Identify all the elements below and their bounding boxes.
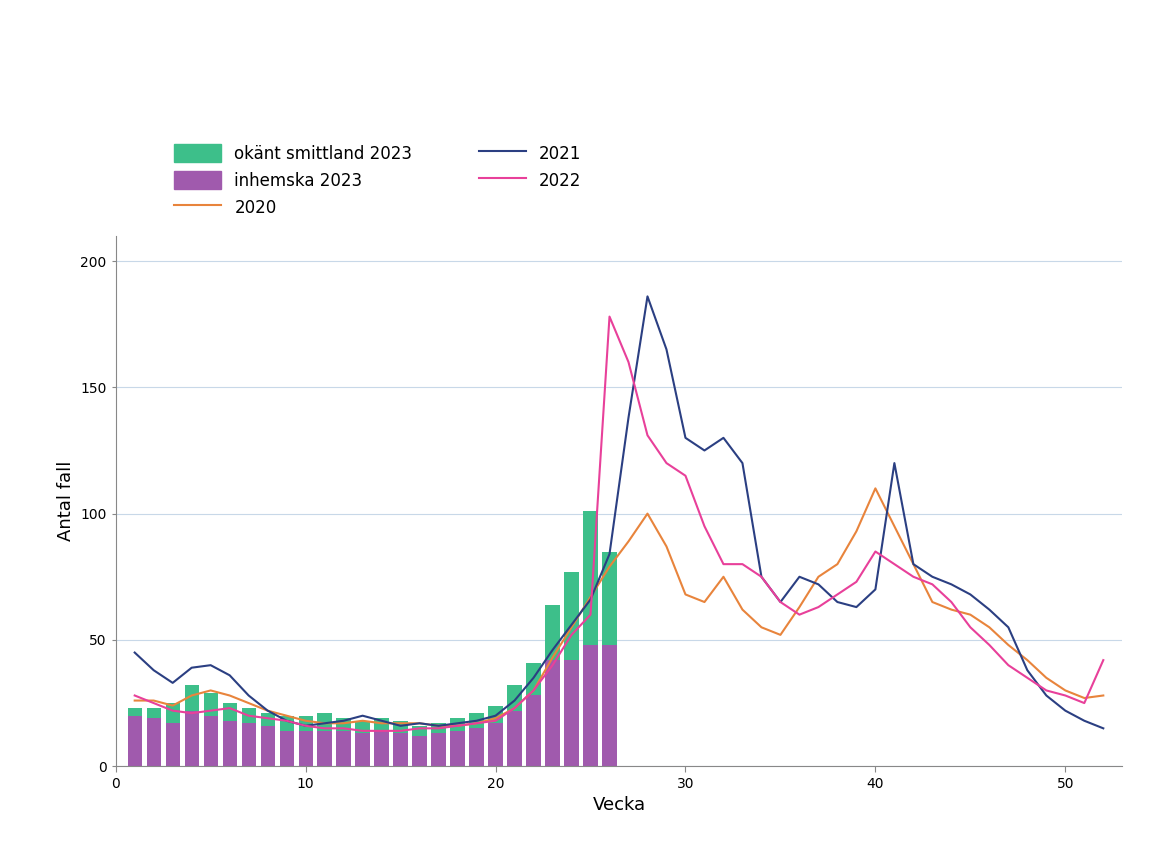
Bar	[222, 703, 237, 721]
Bar	[545, 660, 560, 766]
Bar	[603, 552, 617, 645]
Bar	[412, 736, 427, 766]
Bar	[603, 645, 617, 766]
Bar	[450, 731, 465, 766]
Bar	[127, 708, 142, 716]
Bar	[450, 718, 465, 731]
Bar	[565, 660, 578, 766]
Bar	[147, 708, 161, 718]
Bar	[488, 706, 502, 723]
Bar	[526, 663, 540, 695]
Bar	[260, 713, 274, 726]
Bar	[432, 733, 445, 766]
Bar	[488, 723, 502, 766]
Bar	[375, 718, 389, 731]
Bar	[185, 711, 199, 766]
Bar	[147, 718, 161, 766]
Bar	[185, 685, 199, 711]
Bar	[393, 721, 407, 733]
Legend: okänt smittland 2023, inhemska 2023, 2020, 2021, 2022: okänt smittland 2023, inhemska 2023, 202…	[175, 144, 582, 217]
X-axis label: Vecka: Vecka	[592, 797, 646, 814]
Bar	[317, 731, 332, 766]
Bar	[299, 731, 312, 766]
Bar	[280, 731, 294, 766]
Bar	[242, 723, 256, 766]
Bar	[299, 716, 312, 731]
Bar	[583, 511, 598, 645]
Bar	[222, 721, 237, 766]
Bar	[337, 718, 351, 731]
Bar	[355, 721, 370, 733]
Bar	[432, 723, 445, 733]
Bar	[317, 713, 332, 731]
Bar	[412, 726, 427, 736]
Bar	[127, 716, 142, 766]
Bar	[583, 645, 598, 766]
Bar	[204, 716, 218, 766]
Bar	[470, 728, 484, 766]
Bar	[545, 605, 560, 660]
Bar	[526, 695, 540, 766]
Y-axis label: Antal fall: Antal fall	[57, 461, 75, 541]
Bar	[280, 716, 294, 731]
Bar	[393, 733, 407, 766]
Bar	[355, 733, 370, 766]
Bar	[508, 711, 522, 766]
Bar	[565, 572, 578, 660]
Bar	[337, 731, 351, 766]
Bar	[165, 723, 179, 766]
Bar	[375, 731, 389, 766]
Bar	[470, 713, 484, 728]
Bar	[260, 726, 274, 766]
Bar	[242, 708, 256, 723]
Bar	[204, 693, 218, 716]
Bar	[165, 703, 179, 723]
Bar	[508, 685, 522, 711]
